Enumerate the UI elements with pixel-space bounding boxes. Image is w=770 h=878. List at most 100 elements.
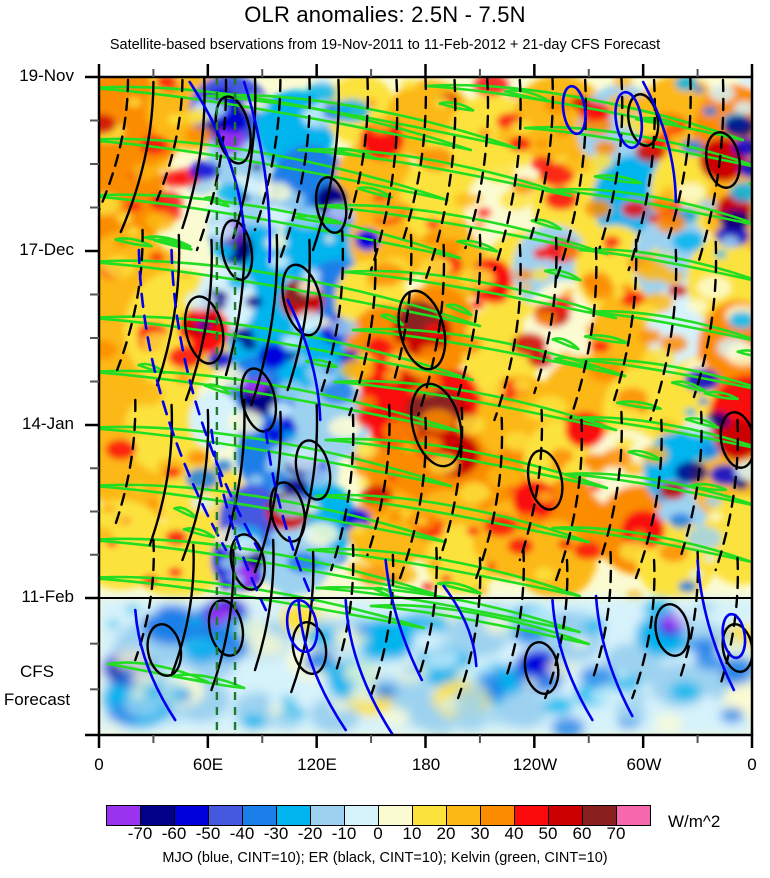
contour-line — [114, 238, 153, 248]
anomaly-blob — [579, 665, 614, 687]
contour-line — [99, 317, 474, 382]
anomaly-blob — [412, 629, 445, 651]
axis-ticks — [85, 64, 754, 748]
colorbar-swatch-9 — [412, 806, 446, 825]
contour-line — [714, 418, 740, 572]
mjo-contours — [133, 80, 747, 735]
anomaly-blob — [234, 175, 244, 182]
anomaly-blob — [461, 267, 495, 290]
anomaly-blob — [245, 295, 263, 308]
contour-line — [115, 228, 144, 372]
anomaly-blob — [302, 530, 316, 540]
anomaly-blob — [305, 627, 336, 647]
contour-line — [253, 78, 282, 232]
contour-line — [99, 483, 447, 544]
contour-line — [170, 674, 246, 690]
anomaly-blob — [720, 707, 745, 723]
anomaly-blob — [726, 342, 752, 366]
anomaly-blob — [470, 300, 485, 310]
anomaly-blob — [207, 351, 234, 369]
colorbar-swatch-3 — [208, 806, 242, 825]
anomaly-blob — [144, 211, 175, 231]
anomaly-blob — [653, 713, 683, 732]
anomaly-blob — [638, 328, 662, 344]
colorbar-swatch-14 — [582, 806, 616, 825]
anomaly-blob — [583, 233, 595, 240]
contour-line — [203, 384, 232, 395]
contour-line — [551, 187, 752, 225]
anomaly-blob — [655, 213, 686, 234]
contour-line — [306, 547, 581, 598]
anomaly-blob — [422, 582, 436, 591]
anomaly-blob — [615, 437, 635, 451]
contour-line — [456, 233, 482, 397]
y-tick-label-2: 14-Jan — [22, 414, 74, 433]
anomaly-blob — [248, 633, 287, 657]
anomaly-blob — [512, 480, 557, 520]
mjo-closed-contour — [285, 598, 319, 654]
anomaly-blob — [477, 672, 503, 688]
colorbar-swatch-8 — [378, 806, 412, 825]
contour-line — [578, 358, 752, 388]
anomaly-blob — [129, 687, 146, 698]
contour-line — [173, 507, 198, 520]
contour-line — [99, 425, 453, 488]
anomaly-blob — [620, 290, 645, 307]
contour-line — [684, 417, 720, 429]
anomaly-blob — [700, 444, 719, 457]
contour-line — [690, 482, 728, 492]
contour-line — [503, 90, 552, 103]
contour-line — [324, 437, 609, 490]
anomaly-blob — [732, 478, 749, 490]
contour-line — [551, 526, 752, 564]
colorbar-swatch-11 — [480, 806, 514, 825]
colorbar-tick-2: -50 — [195, 824, 221, 843]
colorbar-tick-13: 60 — [572, 824, 592, 843]
anomaly-blob — [358, 478, 370, 487]
anomaly-blob — [209, 637, 249, 662]
anomaly-blob — [507, 537, 534, 555]
contour-line — [380, 314, 405, 327]
anomaly-blob — [99, 286, 116, 301]
anomaly-blob — [440, 574, 453, 583]
contour-line — [456, 240, 499, 253]
x-tick-label-1: 60E — [192, 755, 224, 774]
y-forecast-label-line2: Forecast — [3, 690, 71, 709]
contour-line — [718, 556, 740, 690]
colorbar-swatch-0 — [107, 806, 140, 825]
contour-line — [134, 538, 155, 662]
colorbar-tick-10: 30 — [470, 824, 490, 843]
er-closed-contour — [397, 289, 447, 371]
contour-line — [181, 77, 206, 230]
anomaly-blob — [678, 580, 697, 593]
anomaly-blob — [255, 666, 293, 690]
anomaly-blob — [563, 152, 595, 173]
y-tick-label-0: 19-Nov — [19, 66, 74, 85]
contour-line — [99, 261, 482, 328]
contour-line — [634, 418, 663, 580]
er-closed-contour — [183, 295, 225, 365]
contour-line — [554, 78, 588, 282]
colorbar-tick-1: -60 — [161, 824, 187, 843]
contour-line — [554, 418, 584, 582]
x-tick-label-3: 180 — [411, 755, 441, 774]
anomaly-blob — [543, 696, 574, 715]
anomaly-blob — [428, 454, 458, 474]
anomaly-blob — [669, 681, 701, 702]
anomaly-blob — [676, 182, 706, 203]
er-closed-contour — [654, 603, 691, 657]
anomaly-blob — [142, 605, 201, 645]
anomaly-blob — [101, 509, 128, 528]
anomaly-blob — [106, 722, 121, 731]
anomaly-blob — [129, 383, 164, 407]
anomaly-blob — [181, 637, 221, 662]
er-closed-contour — [314, 176, 348, 234]
contour-line — [344, 598, 395, 735]
contour-line — [99, 485, 447, 544]
colorbar-swatch-15 — [616, 806, 650, 825]
colorbar-swatch-2 — [174, 806, 208, 825]
y-tick-label-1: 17-Dec — [19, 240, 74, 259]
mjo-closed-contour — [721, 612, 747, 660]
contour-line — [578, 248, 752, 282]
er-closed-contour — [146, 623, 183, 677]
